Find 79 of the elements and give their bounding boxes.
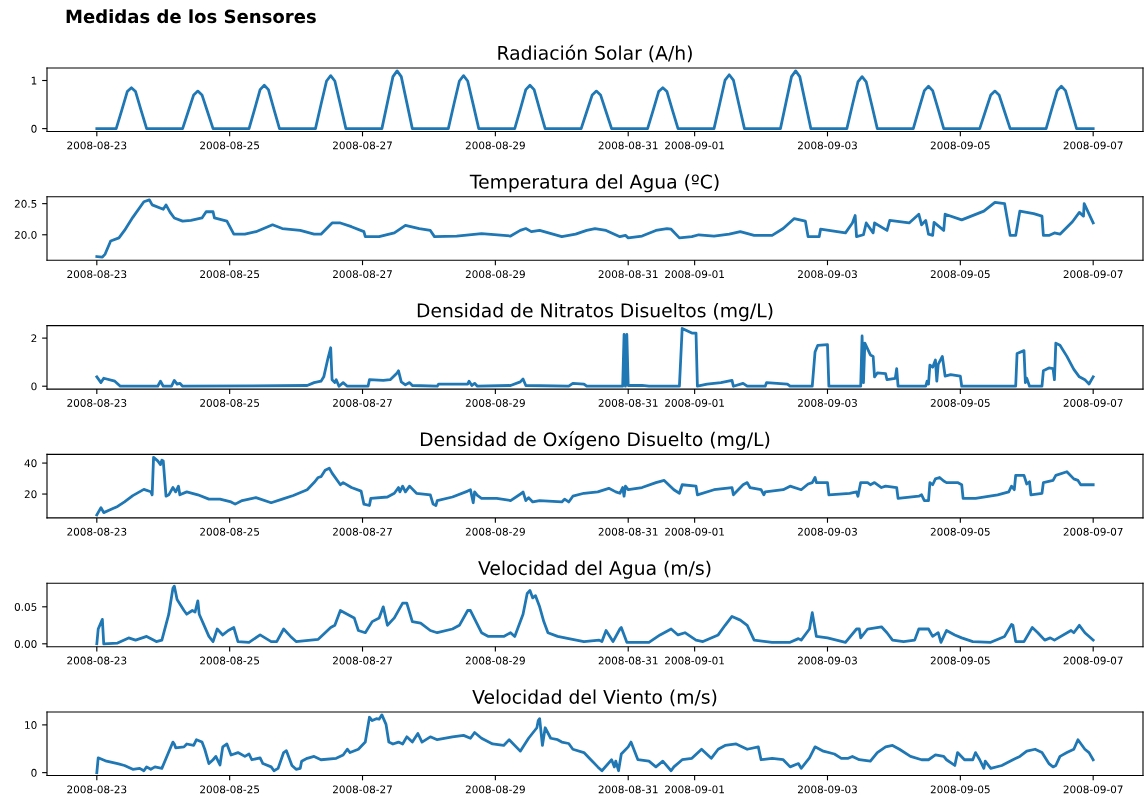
x-tick-label: 2008-08-25 [200,785,260,794]
x-tick-label: 2008-09-01 [665,785,724,794]
x-tick-label: 2008-08-29 [465,785,525,794]
x-tick-label: 2008-09-01 [665,527,724,536]
x-tick-label: 2008-09-03 [797,399,857,407]
x-tick-label: 2008-09-05 [930,399,990,407]
x-tick-label: 2008-09-03 [797,785,857,794]
y-tick-label: 0 [31,124,37,133]
x-tick-label: 2008-08-25 [200,399,260,407]
chart-title: Radiación Solar (A/h) [498,44,692,63]
x-tick-label: 2008-08-31 [598,141,658,150]
x-tick-label: 2008-08-23 [67,785,127,794]
x-tick-label: 2008-09-01 [665,399,724,407]
x-tick-label: 2008-09-03 [797,527,857,536]
x-tick-label: 2008-08-23 [67,141,127,150]
x-tick-label: 2008-08-31 [598,785,658,794]
x-tick-label: 2008-09-05 [930,656,990,665]
y-tick-label: 20.0 [14,231,37,239]
x-tick-label: 2008-08-31 [598,399,658,407]
x-tick-label: 2008-08-29 [465,270,525,279]
chart-title: Temperatura del Agua (ºC) [469,174,719,193]
y-tick-label: 0 [31,382,37,391]
x-tick-label: 2008-08-25 [200,656,260,665]
chart-title: Densidad de Nitratos Disueltos (mg/L) [417,303,773,322]
y-tick-label: 1 [31,76,37,85]
line-series [95,327,1095,388]
x-tick-label: 2008-08-25 [200,527,260,536]
line-series [95,69,1095,130]
line-series [95,455,1095,517]
y-tick-label: 0.00 [14,640,37,648]
x-tick-label: 2008-09-07 [1063,527,1123,536]
x-tick-label: 2008-09-01 [665,141,724,150]
y-tick-label: 20.5 [14,199,37,208]
x-tick-label: 2008-08-25 [200,270,260,279]
y-tick-label: 0 [31,768,37,777]
y-tick-label: 10 [25,721,37,729]
x-tick-label: 2008-08-27 [333,527,392,536]
text: Medidas de los Sensores [66,9,316,24]
x-tick-label: 2008-09-01 [665,656,724,665]
x-tick-label: 2008-09-05 [930,270,990,279]
line-series [95,198,1095,259]
x-tick-label: 2008-09-07 [1063,270,1123,279]
x-tick-label: 2008-09-03 [797,141,857,150]
x-tick-label: 2008-09-07 [1063,141,1123,150]
x-tick-label: 2008-08-25 [200,141,260,150]
chart-title: Densidad de Oxígeno Disuelto (mg/L) [420,431,770,450]
x-tick-label: 2008-09-05 [930,527,990,536]
y-tick-label: 40 [24,459,37,468]
x-tick-label: 2008-08-23 [67,399,127,407]
x-tick-label: 2008-08-27 [333,785,392,794]
x-tick-label: 2008-09-05 [930,785,990,794]
line-series [95,713,1095,775]
x-tick-label: 2008-08-27 [333,141,392,150]
x-tick-label: 2008-09-07 [1063,656,1123,665]
x-tick-label: 2008-08-29 [465,141,525,150]
x-tick-label: 2008-08-23 [67,656,127,665]
x-tick-label: 2008-08-31 [598,656,658,665]
x-tick-label: 2008-08-27 [333,656,392,665]
x-tick-label: 2008-08-23 [67,527,127,536]
chart-title: Velocidad del Viento (m/s) [472,689,717,707]
x-tick-label: 2008-08-27 [333,270,392,279]
line-series [95,584,1095,646]
chart-title: Velocidad del Agua (m/s) [478,560,711,579]
y-tick-label: 2 [31,334,37,343]
y-tick-label: 0.05 [14,603,37,611]
x-tick-label: 2008-09-05 [930,141,990,150]
x-tick-label: 2008-08-27 [333,399,392,407]
x-tick-label: 2008-09-01 [665,270,724,279]
x-tick-label: 2008-09-03 [797,656,857,665]
x-tick-label: 2008-08-29 [465,399,525,407]
x-tick-label: 2008-08-31 [598,527,658,536]
y-tick-label: 20 [24,490,37,499]
x-tick-label: 2008-09-07 [1063,785,1123,794]
x-tick-label: 2008-08-29 [465,527,525,536]
x-tick-label: 2008-09-03 [797,270,857,279]
x-tick-label: 2008-08-29 [465,656,525,665]
x-tick-label: 2008-09-07 [1063,399,1123,407]
x-tick-label: 2008-08-23 [67,270,127,279]
x-tick-label: 2008-08-31 [598,270,658,279]
